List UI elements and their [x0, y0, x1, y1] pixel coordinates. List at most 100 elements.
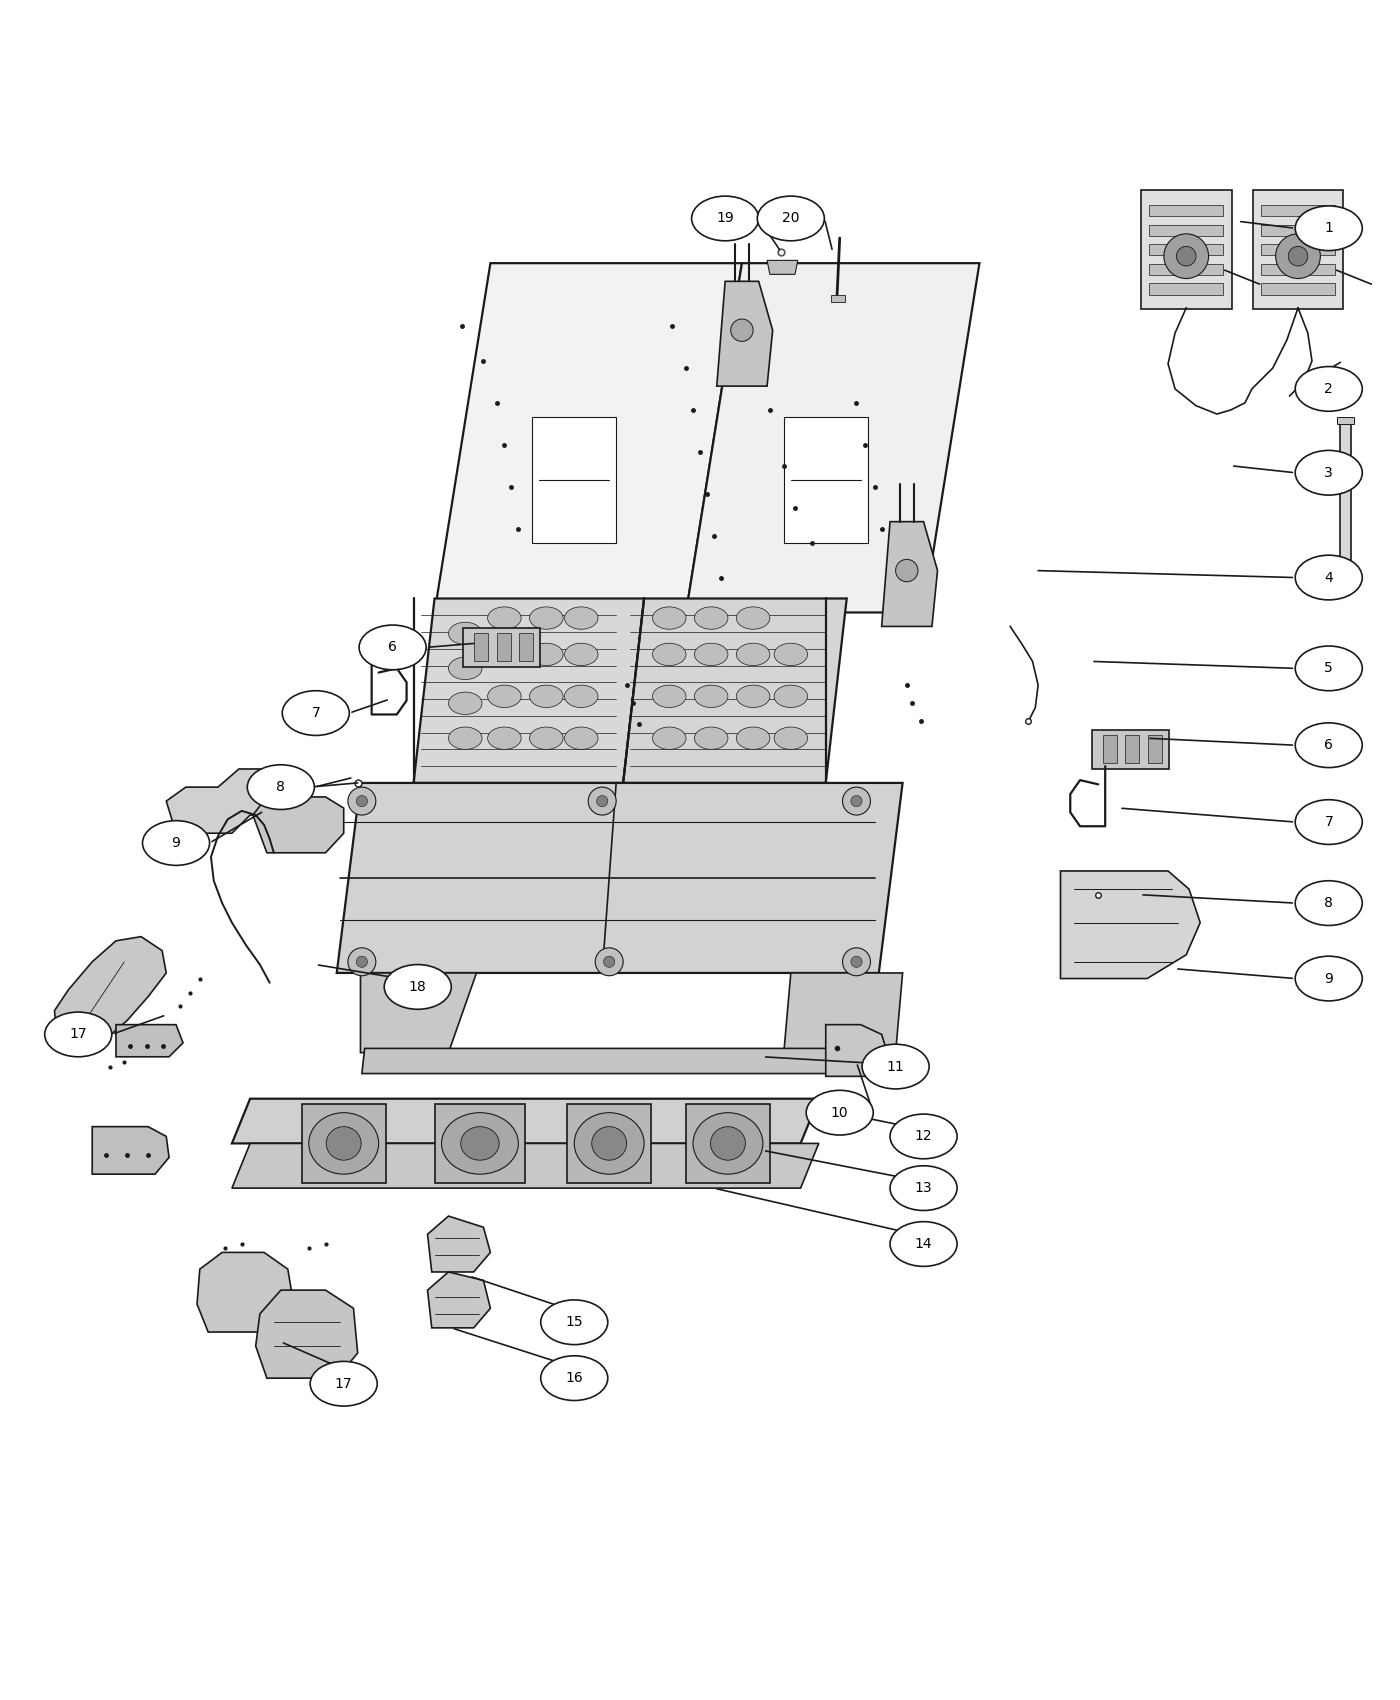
- Polygon shape: [1261, 224, 1336, 236]
- Polygon shape: [253, 797, 344, 853]
- Ellipse shape: [774, 685, 808, 707]
- Polygon shape: [567, 1105, 651, 1183]
- Text: 18: 18: [409, 979, 427, 994]
- Ellipse shape: [592, 1127, 627, 1159]
- Ellipse shape: [441, 1114, 518, 1175]
- Polygon shape: [360, 972, 476, 1052]
- Ellipse shape: [694, 643, 728, 666]
- Text: 15: 15: [566, 1316, 582, 1329]
- Text: 17: 17: [335, 1377, 353, 1391]
- Polygon shape: [1092, 729, 1169, 768]
- Polygon shape: [1261, 284, 1336, 294]
- Text: 9: 9: [172, 836, 181, 850]
- Polygon shape: [1149, 206, 1224, 216]
- Ellipse shape: [358, 626, 426, 670]
- Ellipse shape: [694, 607, 728, 629]
- Polygon shape: [427, 1272, 490, 1328]
- Ellipse shape: [487, 643, 521, 666]
- Polygon shape: [1337, 416, 1354, 423]
- Polygon shape: [784, 416, 868, 542]
- Circle shape: [1163, 235, 1208, 279]
- Text: 16: 16: [566, 1372, 584, 1386]
- Polygon shape: [361, 1049, 903, 1074]
- Polygon shape: [256, 1290, 357, 1379]
- Text: 20: 20: [783, 211, 799, 226]
- Ellipse shape: [448, 728, 482, 750]
- Ellipse shape: [694, 685, 728, 707]
- Ellipse shape: [736, 607, 770, 629]
- Circle shape: [843, 949, 871, 976]
- Circle shape: [1275, 235, 1320, 279]
- Circle shape: [596, 796, 608, 807]
- Polygon shape: [1149, 284, 1224, 294]
- Polygon shape: [167, 768, 307, 833]
- Text: 14: 14: [914, 1238, 932, 1251]
- Text: 2: 2: [1324, 382, 1333, 396]
- Polygon shape: [1337, 571, 1354, 578]
- Circle shape: [896, 559, 918, 581]
- Polygon shape: [532, 416, 616, 542]
- Text: 3: 3: [1324, 466, 1333, 479]
- Ellipse shape: [1295, 955, 1362, 1001]
- Circle shape: [731, 320, 753, 342]
- Circle shape: [603, 955, 615, 967]
- Circle shape: [843, 787, 871, 814]
- Ellipse shape: [529, 607, 563, 629]
- Polygon shape: [92, 1127, 169, 1175]
- Ellipse shape: [806, 1090, 874, 1136]
- Ellipse shape: [529, 728, 563, 750]
- Polygon shape: [882, 522, 938, 626]
- Circle shape: [851, 796, 862, 807]
- Polygon shape: [302, 1105, 385, 1183]
- Polygon shape: [826, 1025, 889, 1076]
- Ellipse shape: [1295, 722, 1362, 768]
- Ellipse shape: [1295, 367, 1362, 411]
- Ellipse shape: [652, 643, 686, 666]
- Circle shape: [588, 787, 616, 814]
- Ellipse shape: [448, 622, 482, 644]
- Polygon shape: [623, 598, 847, 784]
- Polygon shape: [1126, 736, 1140, 763]
- Circle shape: [356, 955, 367, 967]
- Ellipse shape: [652, 728, 686, 750]
- Polygon shape: [434, 264, 742, 612]
- Polygon shape: [232, 1144, 819, 1188]
- Polygon shape: [1261, 245, 1336, 255]
- Text: 5: 5: [1324, 661, 1333, 675]
- Polygon shape: [1149, 264, 1224, 275]
- Ellipse shape: [694, 728, 728, 750]
- Ellipse shape: [564, 643, 598, 666]
- Polygon shape: [55, 937, 167, 1039]
- Polygon shape: [337, 784, 903, 972]
- Ellipse shape: [448, 658, 482, 680]
- Polygon shape: [475, 634, 489, 661]
- Ellipse shape: [564, 685, 598, 707]
- Polygon shape: [686, 264, 980, 612]
- Text: 7: 7: [311, 706, 321, 721]
- Polygon shape: [717, 280, 773, 386]
- Text: 1: 1: [1324, 221, 1333, 235]
- Polygon shape: [1253, 190, 1344, 309]
- Polygon shape: [197, 1253, 295, 1333]
- Ellipse shape: [283, 690, 349, 736]
- Circle shape: [595, 949, 623, 976]
- Ellipse shape: [890, 1166, 958, 1210]
- Polygon shape: [1261, 206, 1336, 216]
- Ellipse shape: [564, 728, 598, 750]
- Polygon shape: [232, 1098, 819, 1144]
- Ellipse shape: [384, 964, 451, 1010]
- Ellipse shape: [736, 728, 770, 750]
- Text: 6: 6: [1324, 738, 1333, 751]
- Text: 6: 6: [388, 641, 398, 654]
- Ellipse shape: [540, 1300, 608, 1345]
- Text: 8: 8: [276, 780, 286, 794]
- Ellipse shape: [652, 607, 686, 629]
- Circle shape: [349, 787, 375, 814]
- Ellipse shape: [1295, 556, 1362, 600]
- Text: 19: 19: [717, 211, 734, 226]
- Ellipse shape: [448, 692, 482, 714]
- Ellipse shape: [326, 1127, 361, 1159]
- Text: 4: 4: [1324, 571, 1333, 585]
- Ellipse shape: [487, 607, 521, 629]
- Circle shape: [356, 796, 367, 807]
